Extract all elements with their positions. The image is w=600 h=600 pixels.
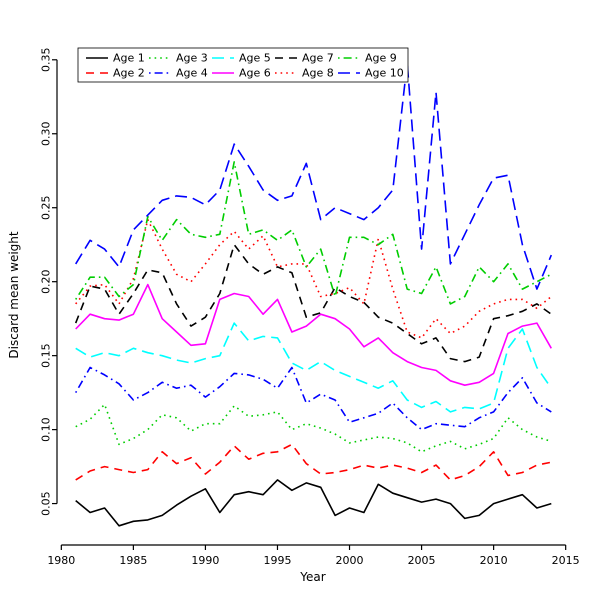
legend-label-age-6: Age 6: [239, 67, 271, 80]
series-line-age-6: [75, 283, 552, 387]
legend-label-age-1: Age 1: [113, 52, 145, 65]
x-tick-label: 2005: [408, 554, 436, 567]
legend-label-age-3: Age 3: [176, 52, 208, 65]
series-line-age-3: [75, 403, 552, 453]
y-tick-label: 0.10: [40, 417, 53, 442]
series-line-age-8: [75, 218, 552, 339]
x-tick-label: 1995: [263, 554, 291, 567]
x-tick-label: 1990: [191, 554, 219, 567]
series-line-age-2: [75, 443, 552, 481]
y-tick-label: 0.15: [40, 343, 53, 368]
legend: Age 1 Age 2 Age 3 Age 4 Age 5 Age 6 Age 7 Age 8…: [77, 47, 409, 83]
x-axis-title: Year: [300, 570, 326, 584]
series-line-age-7: [74, 243, 552, 363]
x-tick-label: 2015: [552, 554, 580, 567]
y-tick-label: 0.20: [40, 269, 53, 294]
legend-label-age-4: Age 4: [176, 67, 208, 80]
y-tick-label: 0.30: [40, 122, 53, 147]
legend-label-age-2: Age 2: [113, 67, 145, 80]
series-line-age-9: [75, 161, 552, 305]
series-line-age-4: [75, 366, 552, 431]
legend-label-age-8: Age 8: [302, 67, 334, 80]
x-tick-label: 1985: [119, 554, 147, 567]
legend-label-age-5: Age 5: [239, 52, 271, 65]
x-tick-label: 1980: [47, 554, 75, 567]
legend-label-age-9: Age 9: [365, 52, 397, 65]
series-line-age-10: [75, 61, 553, 290]
series-line-age-5: [75, 322, 552, 413]
x-tick-label: 2010: [480, 554, 508, 567]
series-line-age-1: [75, 479, 552, 527]
y-tick-label: 0.35: [40, 48, 53, 73]
axes: [52, 59, 567, 550]
y-tick-label: 0.05: [40, 491, 53, 516]
legend-label-age-10: Age 10: [365, 67, 404, 80]
legend-label-age-7: Age 7: [302, 52, 334, 65]
y-tick-label: 0.25: [40, 195, 53, 220]
x-tick-label: 2000: [336, 554, 364, 567]
y-axis-title: Discard mean weight: [7, 231, 21, 359]
